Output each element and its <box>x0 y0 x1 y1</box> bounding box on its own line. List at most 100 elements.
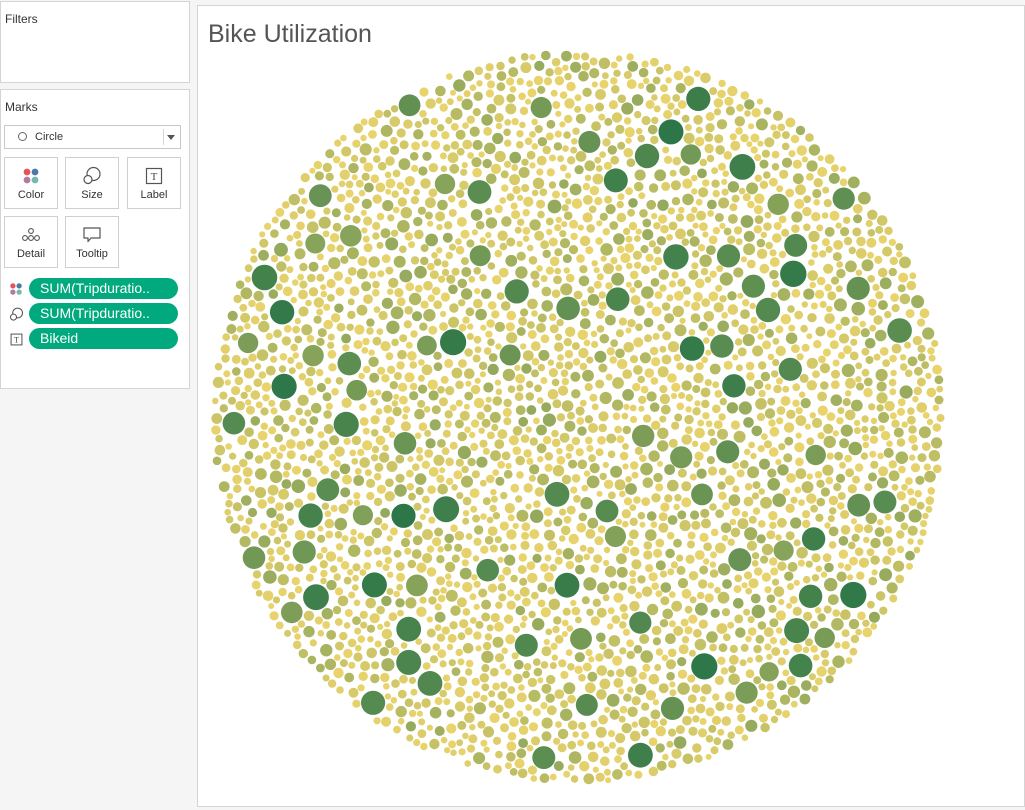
bike-bubble[interactable] <box>411 141 420 151</box>
bike-bubble[interactable] <box>531 358 540 366</box>
bike-bubble[interactable] <box>603 263 614 275</box>
bike-bubble[interactable] <box>404 306 413 315</box>
bike-bubble[interactable] <box>622 369 633 379</box>
bike-bubble[interactable] <box>897 407 905 416</box>
bike-bubble[interactable] <box>718 467 727 476</box>
bike-bubble[interactable] <box>758 361 767 370</box>
bike-bubble[interactable] <box>740 133 749 143</box>
bike-bubble[interactable] <box>643 550 653 560</box>
bike-bubble[interactable] <box>278 488 289 500</box>
bike-bubble[interactable] <box>429 655 439 664</box>
bike-bubble[interactable] <box>489 544 498 553</box>
bike-bubble[interactable] <box>567 156 576 165</box>
bike-bubble[interactable] <box>482 641 492 651</box>
bike-bubble[interactable] <box>626 262 633 270</box>
bike-bubble[interactable] <box>840 609 851 620</box>
bike-bubble[interactable] <box>697 244 706 252</box>
bike-bubble[interactable] <box>692 222 699 229</box>
bike-bubble[interactable] <box>487 431 495 440</box>
bike-bubble[interactable] <box>473 397 485 409</box>
bike-bubble[interactable] <box>769 269 779 280</box>
bike-bubble[interactable] <box>549 324 559 334</box>
bike-bubble[interactable] <box>434 726 445 736</box>
bike-bubble[interactable] <box>772 130 781 139</box>
bike-bubble[interactable] <box>294 335 303 344</box>
bike-bubble[interactable] <box>591 340 599 349</box>
bike-bubble[interactable] <box>371 527 382 539</box>
bike-bubble[interactable] <box>574 94 582 102</box>
bike-bubble[interactable] <box>624 243 635 253</box>
mark-type-dropdown[interactable]: Circle <box>4 125 181 149</box>
bike-bubble[interactable] <box>782 385 790 393</box>
bike-bubble[interactable] <box>633 261 642 269</box>
bike-bubble[interactable] <box>575 406 585 416</box>
bike-bubble[interactable] <box>858 557 870 568</box>
bike-bubble[interactable] <box>741 274 766 298</box>
bike-bubble[interactable] <box>225 499 233 508</box>
bike-bubble[interactable] <box>282 554 290 562</box>
bike-bubble[interactable] <box>242 467 253 478</box>
bike-bubble[interactable] <box>578 71 589 82</box>
bike-bubble[interactable] <box>690 510 700 520</box>
bike-bubble[interactable] <box>771 150 780 159</box>
bike-bubble[interactable] <box>569 183 582 196</box>
bike-bubble[interactable] <box>681 588 692 599</box>
bike-bubble[interactable] <box>735 681 758 704</box>
bike-bubble[interactable] <box>609 356 617 364</box>
bike-bubble[interactable] <box>395 705 407 718</box>
bike-bubble[interactable] <box>449 303 459 313</box>
bike-bubble[interactable] <box>744 483 753 491</box>
bike-bubble[interactable] <box>296 221 305 231</box>
bike-bubble[interactable] <box>396 616 422 642</box>
bike-bubble[interactable] <box>676 565 686 575</box>
bike-bubble[interactable] <box>565 443 574 452</box>
bike-bubble[interactable] <box>872 283 880 291</box>
bike-bubble[interactable] <box>444 561 456 573</box>
bike-bubble[interactable] <box>679 165 690 177</box>
bike-bubble[interactable] <box>294 248 306 260</box>
bike-bubble[interactable] <box>629 577 637 585</box>
bike-bubble[interactable] <box>456 597 467 608</box>
bike-bubble[interactable] <box>541 683 552 694</box>
bike-bubble[interactable] <box>531 189 539 197</box>
bike-bubble[interactable] <box>796 145 807 156</box>
bike-bubble[interactable] <box>637 511 646 520</box>
bike-bubble[interactable] <box>822 348 831 357</box>
bike-bubble[interactable] <box>654 291 663 300</box>
bike-bubble[interactable] <box>353 652 363 662</box>
bike-bubble[interactable] <box>483 404 492 413</box>
bike-bubble[interactable] <box>297 206 305 214</box>
bike-bubble[interactable] <box>870 425 879 435</box>
bike-bubble[interactable] <box>247 507 258 518</box>
bike-bubble[interactable] <box>711 715 722 726</box>
bike-bubble[interactable] <box>659 570 668 578</box>
bike-bubble[interactable] <box>730 140 741 151</box>
bike-bubble[interactable] <box>222 411 246 435</box>
bike-bubble[interactable] <box>726 703 734 711</box>
bike-bubble[interactable] <box>649 402 660 413</box>
bike-bubble[interactable] <box>269 611 279 621</box>
bike-bubble[interactable] <box>715 284 723 292</box>
bike-bubble[interactable] <box>366 624 376 633</box>
bike-bubble[interactable] <box>634 305 645 316</box>
bike-bubble[interactable] <box>851 533 860 543</box>
bike-bubble[interactable] <box>503 398 512 408</box>
bike-bubble[interactable] <box>320 290 328 298</box>
bike-bubble[interactable] <box>891 304 900 313</box>
bike-bubble[interactable] <box>616 566 628 578</box>
bike-bubble[interactable] <box>515 405 526 416</box>
bike-bubble[interactable] <box>461 465 469 474</box>
bike-bubble[interactable] <box>641 497 651 506</box>
bike-bubble[interactable] <box>639 352 651 364</box>
bike-bubble[interactable] <box>325 530 334 539</box>
bike-bubble[interactable] <box>360 661 371 671</box>
bike-bubble[interactable] <box>214 444 226 456</box>
bike-bubble[interactable] <box>755 297 781 323</box>
bike-bubble[interactable] <box>838 536 849 546</box>
bike-bubble[interactable] <box>867 275 875 283</box>
bike-bubble[interactable] <box>381 374 390 383</box>
bike-bubble[interactable] <box>667 648 677 658</box>
bike-bubble[interactable] <box>474 377 481 384</box>
bike-bubble[interactable] <box>262 451 272 460</box>
bike-bubble[interactable] <box>530 509 544 523</box>
